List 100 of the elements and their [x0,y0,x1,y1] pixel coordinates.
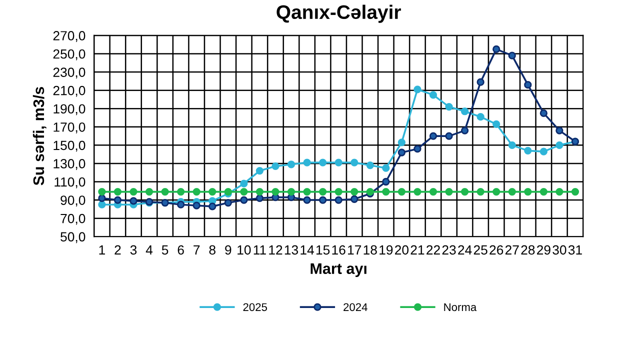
point [130,197,138,205]
point [303,196,311,204]
y-tick-label: 210,0 [53,86,86,97]
point [334,188,342,196]
x-tick-label: 3 [130,245,137,255]
point [224,198,232,207]
point [303,188,311,196]
point [177,188,185,196]
point [398,148,406,156]
point [208,188,216,196]
point [571,188,580,196]
x-tick-label: 15 [316,245,330,255]
x-tick-label: 20 [395,245,409,255]
x-tick-label: 14 [300,245,314,254]
legend-label: 2024 [344,303,368,312]
point [350,188,358,196]
x-tick-label: 24 [458,245,472,254]
point [414,86,422,94]
point [556,188,564,196]
x-tick-label: 16 [332,245,346,255]
x-tick-label: 9 [225,245,232,255]
y-tick-label: 130,0 [54,159,86,170]
point [398,138,406,146]
point [145,188,154,196]
y-tick-label: 270,0 [53,31,86,42]
x-tick-label: 12 [269,245,282,254]
point [287,188,296,196]
point [98,194,106,202]
point [445,102,453,111]
point [492,120,500,128]
point [556,141,564,150]
x-tick-label: 22 [426,245,440,254]
x-tick-label: 10 [238,245,251,255]
y-tick-label: 250,0 [53,49,86,60]
point [350,195,358,203]
point [382,164,390,172]
point [334,196,342,204]
point [272,188,280,196]
point [556,126,564,134]
point [208,202,216,210]
x-tick-label: 23 [442,245,456,255]
point [161,188,169,196]
x-tick-label: 25 [474,245,488,255]
legend-label: Norma [444,303,477,312]
point [382,188,390,196]
point [303,158,311,166]
point [460,126,469,134]
point [240,196,248,204]
y-tick-label: 110,0 [54,177,86,188]
y-tick-label: 90,0 [60,196,86,207]
point [508,52,516,60]
x-tick-label: 28 [521,245,535,255]
point [460,108,469,116]
point [98,188,106,196]
point [366,161,374,170]
x-tick-label: 18 [364,245,377,255]
x-tick-label: 1 [99,245,105,254]
y-tick-label: 170,0 [54,122,86,134]
point [240,180,248,188]
point [398,188,406,196]
x-tick-label: 29 [536,245,550,255]
point [492,45,500,54]
y-tick-label: 50,0 [60,232,86,244]
x-tick-label: 19 [380,245,393,255]
x-tick-label: 6 [178,245,184,255]
point [429,188,438,196]
point [508,141,516,150]
point [540,148,548,156]
y-tick-label: 150,0 [54,140,86,152]
x-tick-label: 2 [114,245,121,254]
point [350,158,358,166]
point [492,188,500,196]
point [508,188,516,196]
x-tick-label: 30 [552,245,566,255]
point [476,113,484,121]
point [130,188,138,196]
point [256,188,264,196]
x-tick-label: 8 [209,245,216,255]
point [240,188,248,196]
legend-label: 2025 [243,303,268,312]
x-tick-label: 4 [146,245,153,254]
point [429,91,438,99]
y-tick-label: 70,0 [60,214,86,225]
x-tick-label: 17 [348,245,362,254]
point [414,188,422,196]
point [114,188,122,196]
point [524,81,532,89]
point [382,178,390,186]
x-tick-label: 21 [410,245,424,254]
point [192,188,200,196]
point [98,200,106,208]
x-tick-label: 13 [284,245,298,255]
point [476,78,484,86]
point [256,194,264,202]
point [524,188,532,196]
point [318,188,327,196]
point [177,200,185,208]
x-tick-label: 26 [490,245,504,255]
x-tick-label: 27 [505,245,519,254]
y-tick-label: 230,0 [53,68,86,79]
